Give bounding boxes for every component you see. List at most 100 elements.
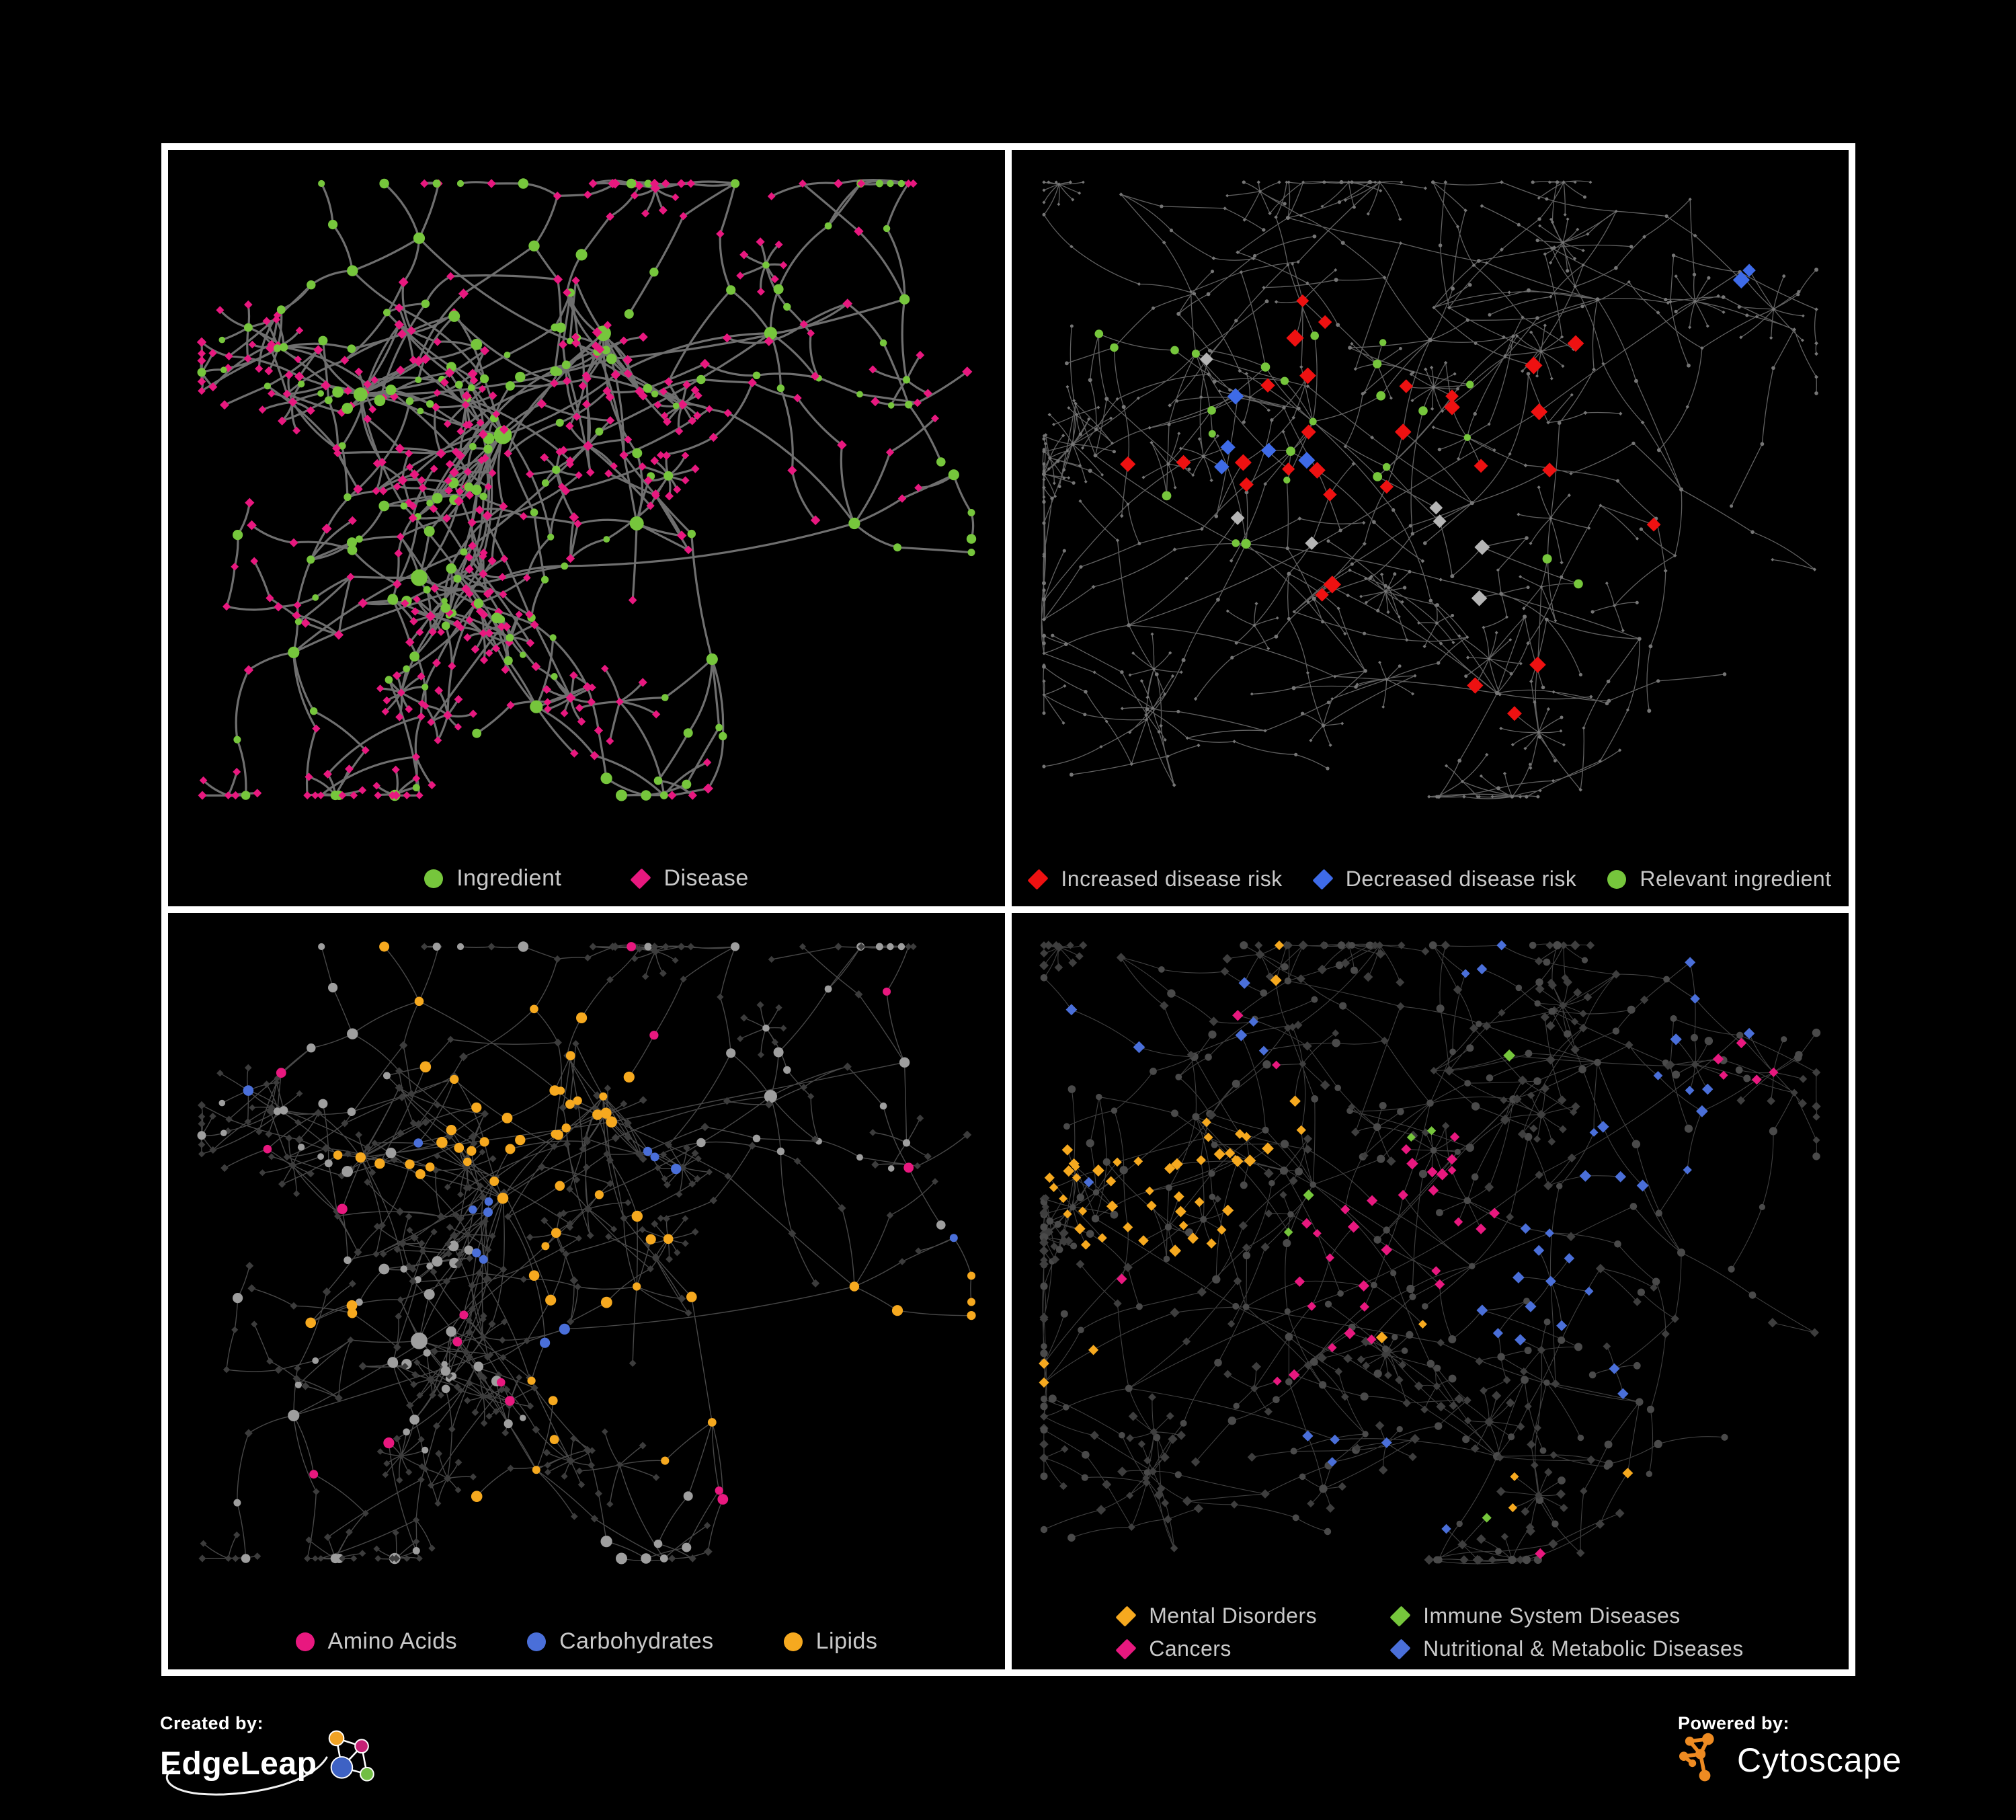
network-node: [497, 1192, 509, 1204]
network-node: [967, 549, 975, 557]
network-node: [479, 1255, 488, 1264]
network-node: [1309, 418, 1317, 426]
network-node: [1525, 795, 1529, 799]
network-node: [460, 548, 468, 556]
network-node: [1790, 1089, 1798, 1097]
network-node: [1346, 180, 1351, 184]
network-node: [1509, 672, 1513, 676]
network-node: [1365, 941, 1373, 949]
network-node: [668, 791, 677, 800]
network-node: [1239, 477, 1254, 492]
network-node: [198, 791, 207, 800]
network-node: [651, 390, 659, 398]
network-node: [515, 371, 526, 383]
network-node: [1560, 941, 1568, 949]
network-node: [1362, 520, 1366, 525]
network-node: [428, 781, 436, 789]
network-node: [1465, 1143, 1474, 1152]
network-node: [1039, 960, 1049, 970]
network-node: [410, 1380, 417, 1388]
network-node: [963, 1130, 972, 1140]
network-node: [272, 315, 281, 324]
network-node: [503, 352, 511, 358]
network-node: [434, 686, 444, 695]
network-node: [1092, 1189, 1100, 1196]
network-node: [1589, 1127, 1599, 1137]
network-node: [1517, 1130, 1527, 1139]
network-node: [1800, 338, 1804, 342]
network-node: [1285, 180, 1289, 184]
network-node: [1560, 335, 1564, 339]
network-node: [1456, 387, 1459, 391]
network-node: [1420, 559, 1425, 563]
network-node: [1496, 940, 1507, 951]
network-node: [1334, 268, 1338, 272]
network-node: [1260, 989, 1268, 997]
network-node: [332, 444, 341, 453]
network-node: [498, 573, 507, 582]
network-node: [528, 240, 540, 251]
network-node: [661, 694, 669, 701]
network-node: [463, 1157, 472, 1166]
network-node: [1570, 393, 1574, 397]
network-node: [1230, 510, 1245, 525]
network-node: [405, 637, 415, 647]
network-node: [1104, 719, 1108, 723]
network-node: [1321, 723, 1326, 727]
network-node: [1091, 1214, 1100, 1223]
network-node: [1350, 342, 1354, 346]
network-node: [1283, 1227, 1293, 1237]
network-node: [1426, 1099, 1434, 1107]
network-node: [1322, 180, 1326, 184]
network-node: [347, 1107, 356, 1116]
network-node: [1066, 941, 1074, 949]
network-node: [1343, 198, 1348, 202]
network-node: [445, 460, 454, 469]
network-node: [1769, 1067, 1779, 1077]
network-node: [1264, 299, 1269, 304]
network-node: [682, 1240, 689, 1247]
network-node: [456, 180, 465, 188]
network-node: [624, 370, 633, 379]
network-node: [468, 1281, 476, 1290]
network-node: [1048, 1394, 1057, 1403]
network-node: [1548, 1007, 1556, 1015]
network-nodes: [1039, 940, 1821, 1565]
network-node: [1795, 1051, 1803, 1059]
network-node: [1560, 1503, 1568, 1512]
network-node: [1633, 1297, 1642, 1306]
network-node: [424, 526, 435, 537]
network-node: [417, 1476, 425, 1483]
network-node: [1447, 1154, 1457, 1165]
network-node: [1571, 1102, 1580, 1111]
network-node: [220, 366, 227, 373]
network-node: [1426, 1166, 1438, 1178]
network-node: [1579, 1170, 1592, 1182]
network-node: [332, 386, 344, 398]
network-node: [587, 697, 596, 707]
network-node: [1542, 554, 1552, 564]
network-node: [502, 622, 512, 631]
network-node: [1363, 972, 1373, 982]
network-node: [457, 1387, 465, 1394]
network-node: [1612, 1027, 1620, 1035]
network-node: [426, 1263, 434, 1270]
network-node: [1280, 1140, 1289, 1148]
network-node: [218, 1099, 226, 1107]
network-node: [682, 1542, 692, 1552]
network-node: [688, 791, 697, 800]
network-node: [1338, 1482, 1346, 1491]
network-node: [279, 1106, 288, 1115]
network-node: [1088, 1345, 1099, 1355]
network-node: [520, 1275, 527, 1283]
network-node: [1466, 1044, 1474, 1052]
network-node: [445, 1132, 454, 1140]
network-node: [1398, 1361, 1407, 1370]
network-node: [1084, 1177, 1094, 1187]
network-node: [1637, 637, 1642, 641]
network-node: [233, 736, 241, 744]
network-node: [1561, 364, 1565, 368]
network-node: [1782, 274, 1786, 278]
network-node: [532, 1466, 540, 1474]
network-node: [662, 451, 671, 461]
